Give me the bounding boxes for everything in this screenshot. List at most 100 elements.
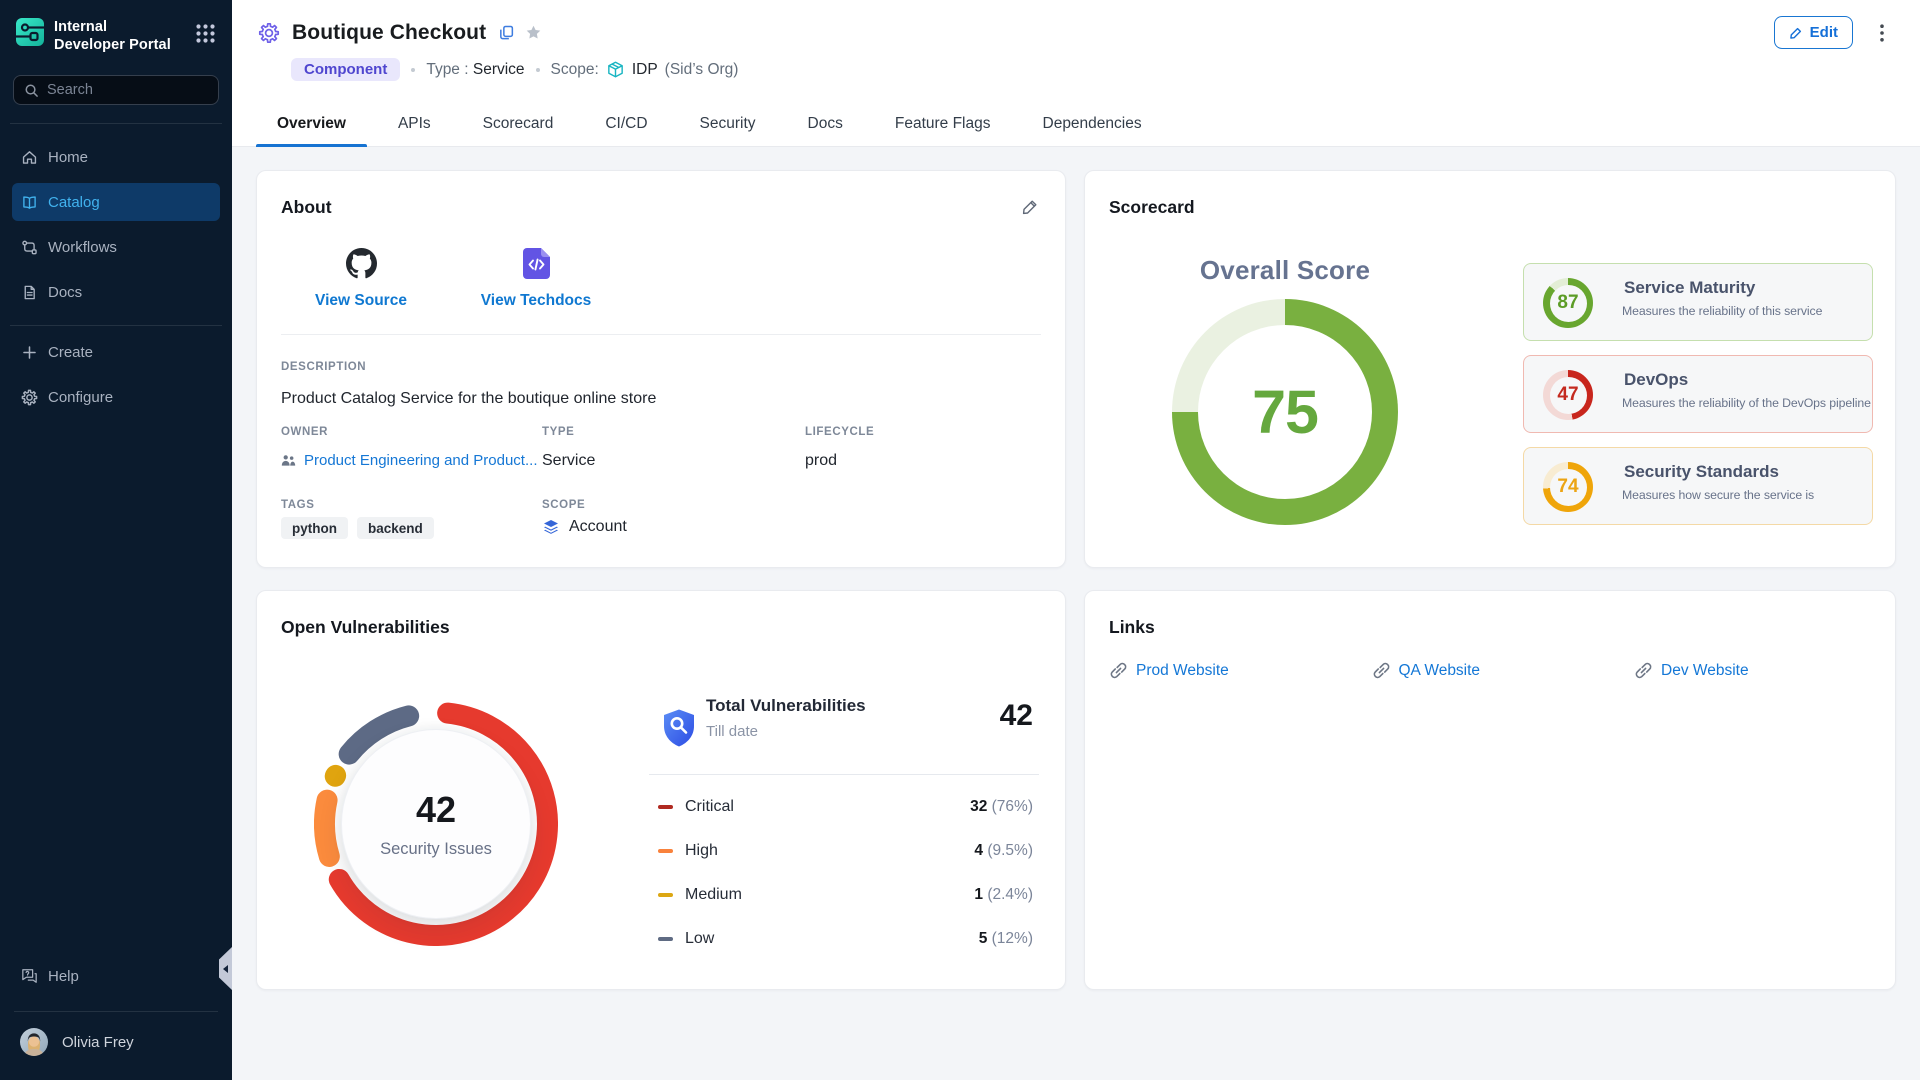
about-card-title: About	[281, 197, 332, 217]
sidebar-item-help[interactable]: Help	[12, 957, 220, 995]
about-edit-icon[interactable]	[1021, 198, 1039, 216]
severity-swatch	[658, 892, 673, 898]
user-name: Olivia Frey	[62, 1033, 134, 1051]
owner-link[interactable]: Product Engineering and Product...	[281, 452, 537, 469]
lifecycle-value: prod	[805, 452, 838, 469]
copy-icon[interactable]	[498, 24, 515, 41]
type-value: Service	[542, 452, 596, 469]
vulnerabilities-card: Open Vulnerabilities 42 Security Issues	[256, 590, 1066, 990]
sidebar-item-catalog[interactable]: Catalog	[12, 183, 220, 222]
vulnerabilities-donut-center: 42 Security Issues	[341, 729, 531, 919]
link-icon	[1634, 661, 1653, 680]
github-icon	[291, 248, 431, 279]
link-icon	[1109, 661, 1128, 680]
severity-row-low: Low 5 (12%)	[649, 921, 1039, 957]
tab-overview[interactable]: Overview	[256, 101, 367, 147]
scope-org: (Sid’s Org)	[664, 60, 739, 78]
metric-title: Security Standards	[1624, 462, 1779, 481]
divider	[649, 774, 1039, 775]
app-name: Internal Developer Portal	[54, 19, 171, 53]
security-issues-count: 42	[415, 789, 457, 830]
search-icon	[24, 83, 39, 98]
view-techdocs-link[interactable]: View Techdocs	[466, 248, 606, 310]
gear-icon	[21, 389, 38, 406]
links-card: Links Prod Website	[1084, 590, 1896, 990]
metric-security-standards[interactable]: 74 Security Standards Measures how secur…	[1523, 447, 1873, 525]
links-card-title: Links	[1109, 617, 1155, 637]
kebab-menu-icon[interactable]	[1880, 23, 1884, 42]
sidebar: Internal Developer Portal Ho	[0, 0, 232, 1080]
link-qa-website[interactable]: QA Website	[1372, 661, 1635, 680]
tab-docs[interactable]: Docs	[807, 115, 843, 132]
link-icon	[1372, 661, 1391, 680]
severity-row-medium: Medium 1 (2.4%)	[649, 877, 1039, 913]
home-icon	[21, 149, 38, 166]
workflows-icon	[21, 239, 38, 256]
link-dev-website[interactable]: Dev Website	[1634, 661, 1897, 680]
scope-label: Scope:	[550, 60, 599, 78]
security-issues-label: Security Issues	[380, 840, 492, 858]
metric-ring: 74	[1543, 462, 1593, 512]
tab-dependencies[interactable]: Dependencies	[1042, 115, 1142, 132]
metric-description: Measures the reliability of this service	[1622, 304, 1823, 318]
severity-swatch	[658, 804, 673, 810]
sidebar-item-workflows[interactable]: Workflows	[12, 228, 220, 266]
sidebar-item-configure[interactable]: Configure	[12, 378, 220, 416]
cube-icon	[606, 60, 625, 79]
sidebar-item-docs[interactable]: Docs	[12, 273, 220, 311]
tab-feature-flags[interactable]: Feature Flags	[894, 115, 991, 132]
tags-label: TAGS	[281, 499, 315, 511]
edit-button[interactable]: Edit	[1773, 16, 1853, 49]
severity-row-high: High 4 (9.5%)	[649, 833, 1039, 869]
help-icon	[21, 968, 38, 984]
vulnerabilities-card-title: Open Vulnerabilities	[281, 617, 450, 637]
plus-icon	[21, 344, 38, 361]
tab-security[interactable]: Security	[699, 115, 756, 132]
metric-description: Measures the reliability of the DevOps p…	[1622, 396, 1871, 410]
scorecard-card: Scorecard Overall Score 75 87 Service Ma…	[1084, 170, 1896, 568]
scope-section-label: SCOPE	[542, 499, 586, 511]
metric-ring: 87	[1543, 278, 1593, 328]
dot-separator	[535, 67, 540, 72]
tag-chip[interactable]: backend	[357, 517, 434, 539]
docs-icon	[21, 284, 38, 301]
sidebar-item-create[interactable]: Create	[12, 333, 220, 371]
techdocs-icon	[466, 248, 606, 279]
tab-scorecard[interactable]: Scorecard	[482, 115, 554, 132]
shield-icon	[661, 708, 697, 748]
description-label: DESCRIPTION	[281, 361, 367, 373]
total-vulnerabilities-title: Total Vulnerabilities	[706, 696, 866, 715]
view-source-link[interactable]: View Source	[291, 248, 431, 310]
overall-score-value: 75	[1252, 378, 1319, 446]
search-box[interactable]	[13, 75, 219, 106]
type-label: Type :	[426, 60, 469, 78]
sidebar-item-home[interactable]: Home	[12, 138, 220, 176]
page-header: Boutique Checkout Edit	[232, 0, 1920, 147]
sidebar-collapse-handle[interactable]	[219, 947, 232, 990]
kind-badge: Component	[291, 58, 401, 81]
user-menu[interactable]: Olivia Frey	[0, 1012, 232, 1080]
layers-icon	[542, 518, 560, 536]
divider	[281, 334, 1041, 335]
avatar	[20, 1028, 48, 1056]
metric-service-maturity[interactable]: 87 Service Maturity Measures the reliabi…	[1523, 263, 1873, 341]
vulnerabilities-donut-chart	[314, 702, 558, 946]
severity-swatch	[658, 936, 673, 942]
description-value: Product Catalog Service for the boutique…	[281, 390, 657, 407]
metric-devops[interactable]: 47 DevOps Measures the reliability of th…	[1523, 355, 1873, 433]
catalog-icon	[21, 194, 38, 211]
metric-description: Measures how secure the service is	[1622, 488, 1815, 502]
scope-value: IDP	[631, 60, 658, 78]
tab-apis[interactable]: APIs	[397, 115, 431, 132]
app-logo	[16, 18, 44, 46]
link-prod-website[interactable]: Prod Website	[1109, 661, 1372, 680]
sidebar-divider	[10, 123, 222, 125]
scorecard-card-title: Scorecard	[1109, 197, 1195, 217]
star-icon[interactable]	[525, 24, 542, 41]
tab-cicd[interactable]: CI/CD	[605, 115, 648, 132]
team-icon	[281, 455, 296, 466]
sidebar-divider	[14, 1011, 218, 1012]
tag-chip[interactable]: python	[281, 517, 348, 539]
search-input[interactable]	[47, 82, 208, 99]
app-switcher-icon[interactable]	[195, 23, 216, 44]
